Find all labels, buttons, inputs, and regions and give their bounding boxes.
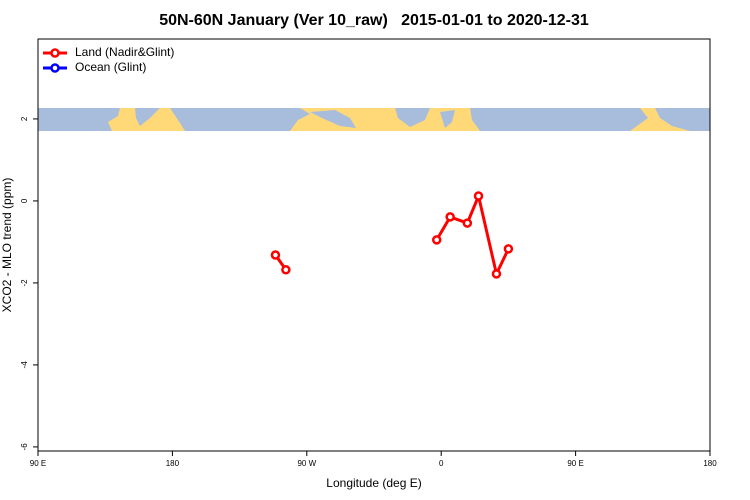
plot-frame	[37, 38, 711, 452]
legend-marker	[50, 63, 60, 73]
map-region	[310, 110, 356, 128]
y-tick-label: 2	[20, 116, 29, 121]
map-region	[170, 108, 310, 131]
y-tick-label: 0	[20, 198, 29, 203]
y-tick-label: -2	[20, 279, 29, 287]
data-line	[274, 191, 510, 279]
x-axis-label: Longitude (deg E)	[326, 476, 421, 490]
x-tick-label: 0	[439, 459, 444, 468]
x-tick-label: 180	[166, 459, 180, 468]
data-point	[270, 250, 281, 260]
x-tick-label: 180	[703, 459, 717, 468]
data-point	[503, 244, 514, 254]
map-region	[440, 110, 455, 128]
data-point	[462, 218, 473, 228]
legend-label: Land (Nadir&Glint)	[75, 45, 174, 59]
map-region	[38, 108, 120, 131]
y-axis-label: XCO2 - MLO trend (ppm)	[0, 178, 14, 313]
legend-marker	[50, 48, 60, 58]
y-tick-label: -4	[20, 361, 29, 369]
data-point	[491, 269, 502, 279]
map-strip	[38, 108, 710, 131]
y-tick-label: -6	[20, 443, 29, 451]
data-point	[281, 265, 291, 275]
chart-title: 50N-60N January (Ver 10_raw) 2015-01-01 …	[159, 12, 589, 29]
data-point	[473, 191, 484, 201]
x-tick-label: 90 E	[567, 459, 583, 468]
map-region	[470, 108, 648, 131]
map-region	[395, 108, 430, 127]
map-region	[655, 108, 710, 131]
x-tick-label: 90 E	[30, 459, 46, 468]
legend-label: Ocean (Glint)	[75, 60, 146, 74]
data-point	[445, 212, 455, 222]
data-point	[431, 235, 442, 245]
x-tick-label: 90 W	[297, 459, 316, 468]
map-region	[135, 108, 160, 126]
